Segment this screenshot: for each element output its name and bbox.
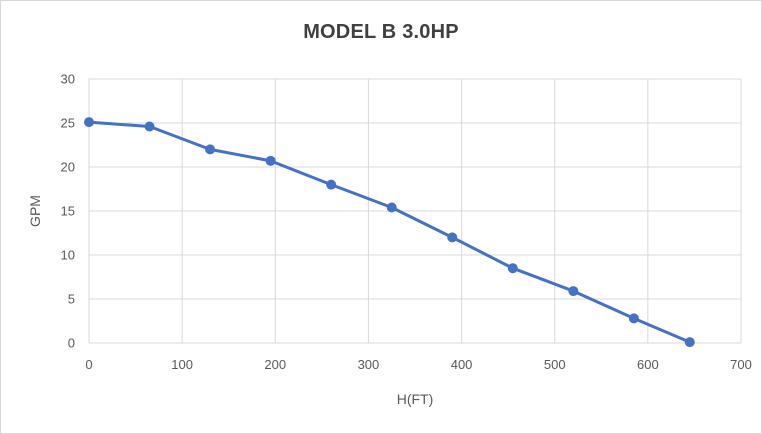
- x-tick-label: 400: [451, 357, 473, 372]
- y-tick-label: 15: [61, 204, 75, 219]
- data-point-marker: [205, 144, 216, 155]
- x-tick-label: 100: [171, 357, 193, 372]
- data-point-marker: [507, 263, 518, 274]
- data-point-marker: [684, 337, 695, 348]
- data-point-marker: [447, 232, 458, 243]
- y-tick-label: 10: [61, 248, 75, 263]
- data-point-marker: [628, 313, 639, 324]
- data-point-marker: [326, 179, 337, 190]
- y-tick-label: 5: [68, 292, 75, 307]
- y-tick-label: 25: [61, 116, 75, 131]
- data-point-marker: [386, 202, 397, 213]
- y-tick-label: 0: [68, 336, 75, 351]
- x-tick-label: 200: [264, 357, 286, 372]
- data-point-marker: [265, 155, 276, 166]
- y-tick-label: 20: [61, 160, 75, 175]
- data-point-marker: [568, 286, 579, 297]
- x-tick-label: 500: [544, 357, 566, 372]
- data-point-marker: [84, 117, 94, 128]
- data-point-marker: [144, 121, 155, 132]
- x-axis-title: H(FT): [396, 391, 434, 407]
- chart-title: MODEL B 3.0HP: [303, 21, 459, 43]
- y-tick-label: 30: [61, 72, 75, 87]
- series-line: [87, 120, 692, 344]
- x-tick-label: 600: [637, 357, 659, 372]
- x-tick-label: 700: [730, 357, 752, 372]
- y-axis-title: GPM: [27, 195, 43, 227]
- x-tick-label: 0: [85, 357, 92, 372]
- x-tick-label: 300: [358, 357, 380, 372]
